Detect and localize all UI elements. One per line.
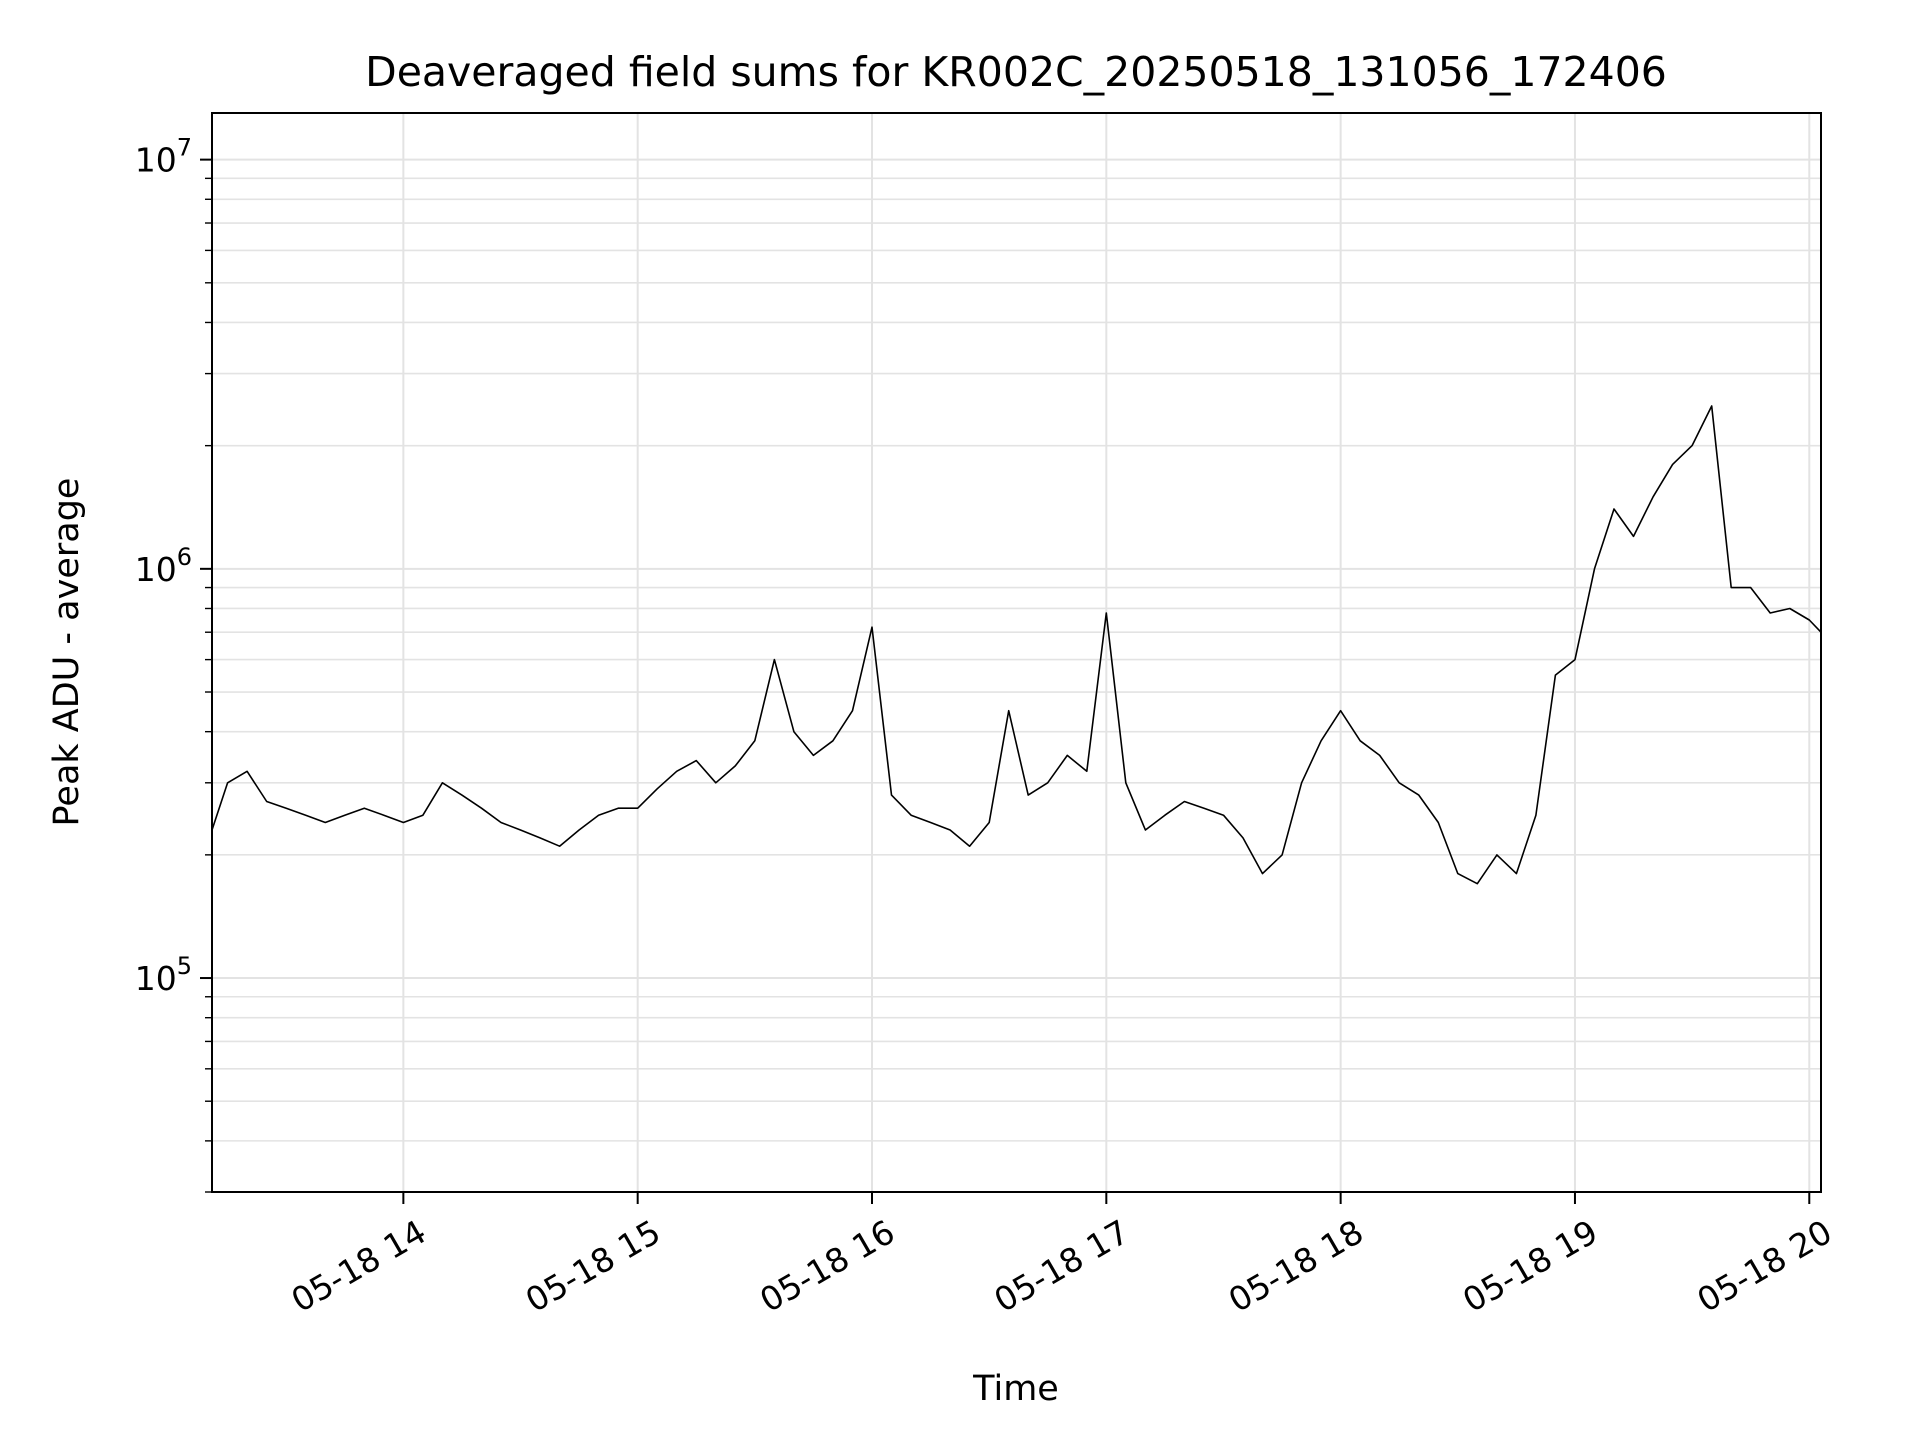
series-line-group — [211, 405, 1822, 885]
y-axis-label: Peak ADU - average — [47, 478, 87, 827]
y-axis-ticks: 105 106 107 — [135, 134, 212, 1193]
series-line — [211, 405, 1822, 885]
plot-area-frame — [211, 112, 1822, 1193]
chart-title: Deaveraged field sums for KR002C_2025051… — [365, 48, 1667, 96]
y-tick-label: 106 — [135, 543, 192, 589]
grid-lines — [212, 113, 1821, 1193]
x-axis-label: Time — [972, 1369, 1059, 1409]
y-tick-label: 107 — [135, 134, 192, 180]
y-tick-label: 105 — [135, 952, 192, 998]
